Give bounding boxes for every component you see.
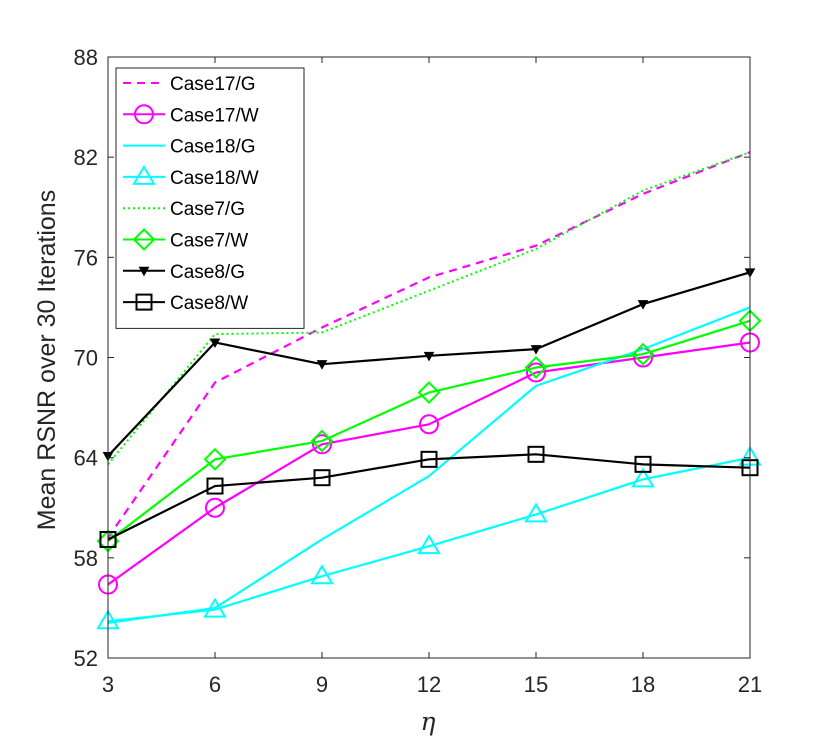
y-tick-label: 58 [74, 546, 98, 571]
data-point-case17-w [419, 414, 439, 435]
legend-item-case7-w: Case7/W [123, 228, 248, 252]
legend-box [115, 67, 305, 329]
x-tick-label: 15 [524, 672, 548, 697]
series-case18-w [96, 445, 762, 630]
legend-marker-case8-w [135, 293, 153, 311]
data-point-case17-w [312, 434, 332, 455]
data-point-case18-w [631, 467, 655, 488]
legend-label-case7-w: Case7/W [170, 231, 248, 252]
legend-item-case7-g: Case7/G [123, 199, 245, 220]
legend: Case17/G Case17/W Case18/G Case18/W Case7/G C… [115, 67, 305, 329]
data-point-case8-w [527, 445, 545, 463]
x-axis-label: η [421, 707, 436, 736]
data-point-case17-w [526, 362, 546, 383]
legend-label-case8-g: Case8/G [170, 262, 245, 283]
data-point-case7-w [417, 381, 441, 404]
data-point-case18-w [203, 597, 227, 618]
series-case7-w [96, 309, 762, 553]
y-tick-label: 64 [74, 446, 98, 471]
data-point-case8-g [423, 351, 435, 362]
legend-label-case8-w: Case8/W [170, 293, 248, 314]
data-point-case18-w [310, 564, 334, 585]
y-tick-label: 76 [74, 245, 98, 270]
legend-label-case17-w: Case17/W [170, 105, 259, 126]
series-line-case18-g [107, 306, 751, 625]
y-tick-label: 52 [74, 646, 98, 671]
series-case17-g [107, 151, 751, 539]
legend-item-case17-w: Case17/W [123, 104, 259, 126]
legend-label-case7-g: Case7/G [170, 199, 245, 220]
data-point-case8-g [637, 300, 649, 310]
series-case17-w [98, 332, 760, 595]
legend-label-case18-w: Case18/W [170, 168, 259, 189]
x-tick-label: 21 [738, 672, 762, 697]
x-tick-label: 9 [316, 672, 328, 697]
data-point-case8-w [206, 477, 224, 495]
data-point-case7-w [631, 342, 655, 366]
series-line-case7-w [107, 319, 751, 543]
x-tick-label: 6 [209, 672, 221, 697]
series-line-case18-w [107, 456, 751, 623]
series-layer [96, 151, 762, 630]
series-line-case17-g [107, 151, 751, 539]
y-tick-label: 82 [74, 145, 98, 170]
legend-marker-case17-w [134, 104, 154, 125]
data-point-case18-w [417, 534, 441, 555]
data-point-case7-w [310, 429, 334, 453]
data-point-case8-w [313, 469, 331, 487]
legend-item-case17-g: Case17/G [123, 74, 256, 95]
legend-marker-case7-w [132, 228, 156, 251]
data-point-case8-g [316, 360, 328, 370]
x-tick-label: 12 [417, 672, 441, 697]
y-tick-label: 88 [74, 45, 98, 70]
data-point-case8-w [634, 455, 652, 473]
x-tick-label: 3 [102, 672, 114, 697]
series-line-case17-w [107, 341, 751, 586]
legend-label-case18-g: Case18/G [170, 137, 256, 158]
data-point-case7-w [203, 447, 227, 471]
legend-item-case18-g: Case18/G [123, 137, 256, 158]
legend-item-case18-w: Case18/W [123, 164, 259, 189]
y-tick-label: 70 [74, 346, 98, 371]
legend-marker-case18-w [132, 164, 156, 185]
series-case8-g [102, 268, 756, 462]
data-point-case18-w [524, 502, 548, 523]
y-axis-label: Mean RSNR over 30 Iterations [33, 190, 61, 530]
legend-label-case17-g: Case17/G [170, 74, 256, 95]
axes-layer: 3 6 9 12 15 18 21 52 58 64 70 76 82 88 [74, 45, 763, 697]
data-point-case8-w [420, 450, 438, 468]
x-tick-label: 18 [631, 672, 655, 697]
data-point-case7-w [524, 356, 548, 379]
legend-item-case8-g: Case8/G [123, 262, 245, 283]
series-case7-g [107, 151, 751, 465]
data-point-case8-g [530, 345, 542, 355]
series-line-case8-w [107, 453, 751, 541]
data-point-case8-g [209, 338, 221, 348]
series-case18-g [107, 306, 751, 625]
data-point-case17-w [205, 497, 225, 518]
legend-item-case8-w: Case8/W [123, 293, 248, 314]
series-line-case7-g [107, 151, 751, 465]
legend-marker-case8-g [138, 266, 150, 277]
